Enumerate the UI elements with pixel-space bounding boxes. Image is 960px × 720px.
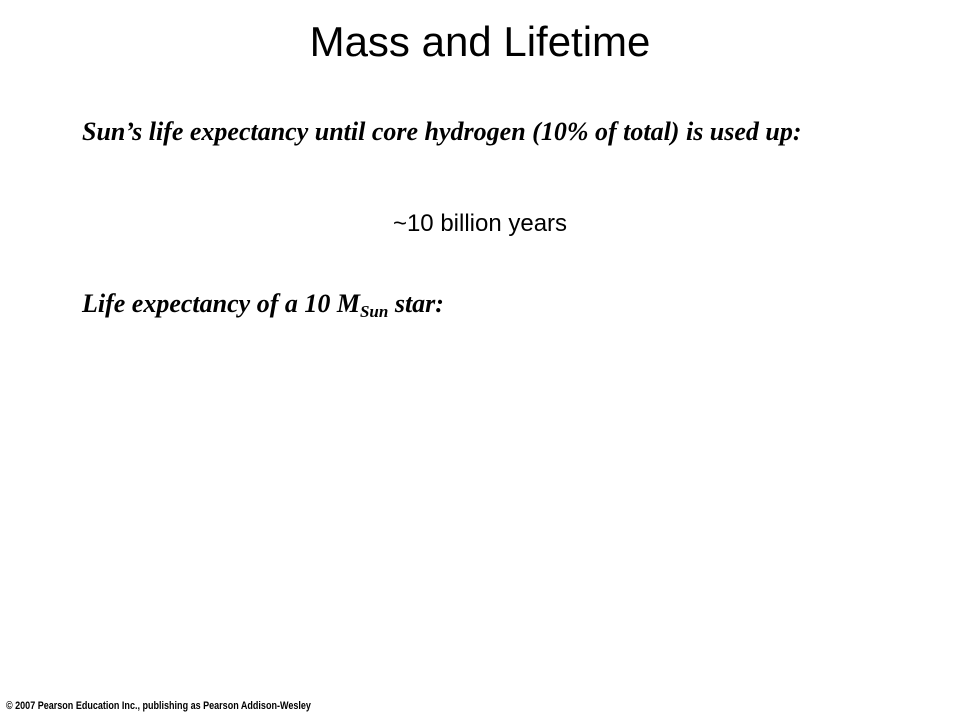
subscript: Sun [359, 302, 389, 321]
paragraph: Sun’s life expectancy until core hydroge… [82, 117, 802, 146]
slide-title: Mass and Lifetime [309, 18, 651, 65]
text: Life expectancy of a 10 M [82, 289, 360, 318]
footer: © 2007 Pearson Education Inc., publishin… [6, 700, 311, 712]
answer: ~10 billion years [392, 210, 568, 237]
paragraph: Life expectancy of a 10 MSun star: [82, 286, 882, 322]
text: star: [388, 289, 444, 318]
